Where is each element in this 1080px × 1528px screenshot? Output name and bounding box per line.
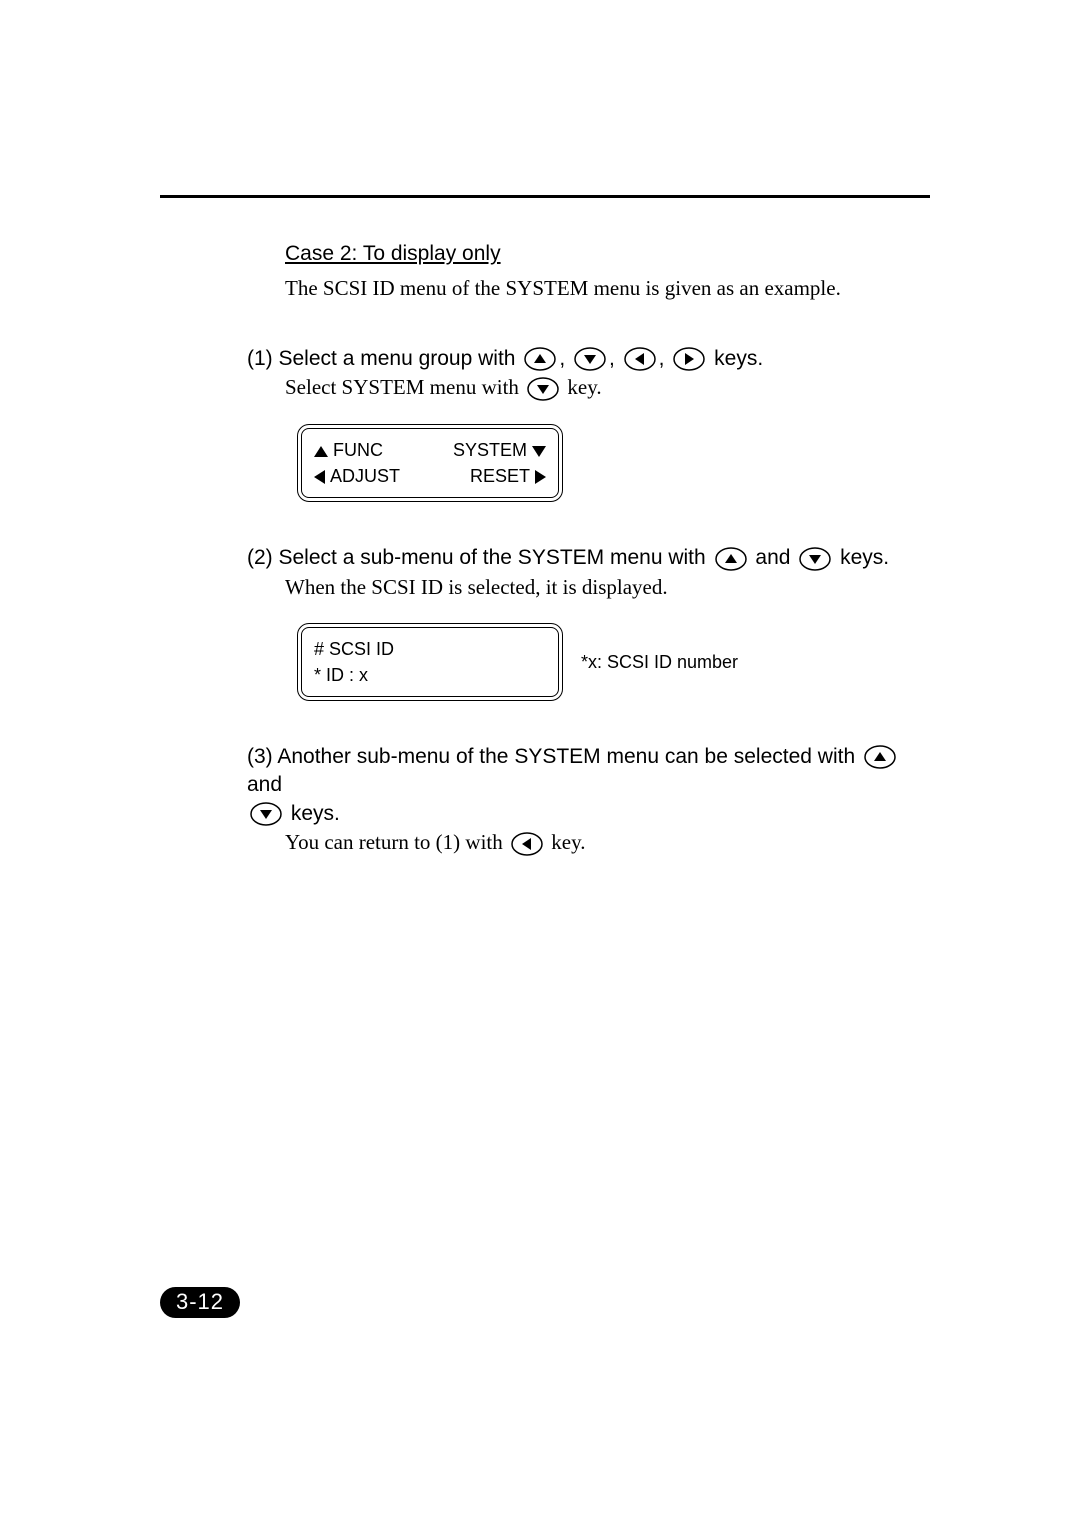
case-heading: Case 2: To display only bbox=[285, 240, 925, 268]
step3-line3a: You can return to (1) with bbox=[285, 830, 508, 854]
left-key-icon bbox=[623, 346, 657, 372]
lcd1-system: SYSTEM bbox=[453, 440, 527, 460]
left-key-icon-2 bbox=[510, 831, 544, 857]
lcd-display-2-row: # SCSI ID * ID : x *x: SCSI ID number bbox=[297, 623, 925, 701]
page: Case 2: To display only The SCSI ID menu… bbox=[0, 0, 1080, 1528]
lcd1-reset: RESET bbox=[470, 466, 530, 486]
down-key-icon-4 bbox=[249, 801, 283, 827]
lcd2-line1: # SCSI ID bbox=[314, 637, 394, 661]
step3-suffix: keys. bbox=[291, 802, 340, 825]
step2-suffix: keys. bbox=[840, 546, 889, 569]
up-key-icon-3 bbox=[714, 546, 748, 572]
step-2: (2) Select a sub-menu of the SYSTEM menu… bbox=[285, 544, 925, 601]
lcd-display-2: # SCSI ID * ID : x bbox=[297, 623, 563, 701]
step-1: (1) Select a menu group with , , , keys.… bbox=[285, 345, 925, 403]
up-key-icon bbox=[523, 346, 557, 372]
step-3: (3) Another sub-menu of the SYSTEM menu … bbox=[285, 743, 925, 857]
lcd2-aside: *x: SCSI ID number bbox=[581, 650, 738, 674]
step1-line2: Select SYSTEM menu with key. bbox=[285, 373, 925, 402]
down-key-icon-2 bbox=[526, 376, 560, 402]
right-key-icon bbox=[672, 346, 706, 372]
step1-line2b: key. bbox=[567, 375, 601, 399]
step1-suffix: keys. bbox=[714, 347, 763, 370]
step2-prefix: (2) Select a sub-menu of the SYSTEM menu… bbox=[247, 546, 712, 569]
step3-mid: and bbox=[247, 773, 282, 796]
step3-line3: You can return to (1) with key. bbox=[285, 828, 925, 857]
top-rule bbox=[160, 195, 930, 198]
step2-line2: When the SCSI ID is selected, it is disp… bbox=[285, 573, 925, 601]
lcd1-func: FUNC bbox=[333, 440, 383, 460]
step3-line3b: key. bbox=[551, 830, 585, 854]
step1-line2a: Select SYSTEM menu with bbox=[285, 375, 524, 399]
page-number-badge: 3-12 bbox=[160, 1287, 240, 1318]
lcd1-adjust: ADJUST bbox=[330, 466, 400, 486]
step3-prefix: (3) Another sub-menu of the SYSTEM menu … bbox=[247, 745, 861, 768]
up-key-icon-4 bbox=[863, 744, 897, 770]
content-block: Case 2: To display only The SCSI ID menu… bbox=[285, 240, 925, 857]
case-intro: The SCSI ID menu of the SYSTEM menu is g… bbox=[285, 274, 925, 302]
lcd2-line2: * ID : x bbox=[314, 663, 368, 687]
step2-mid: and bbox=[755, 546, 796, 569]
down-key-icon bbox=[573, 346, 607, 372]
lcd-display-1: FUNC SYSTEM ADJUST RESET bbox=[297, 424, 925, 502]
down-key-icon-3 bbox=[798, 546, 832, 572]
step1-prefix: (1) Select a menu group with bbox=[247, 347, 521, 370]
